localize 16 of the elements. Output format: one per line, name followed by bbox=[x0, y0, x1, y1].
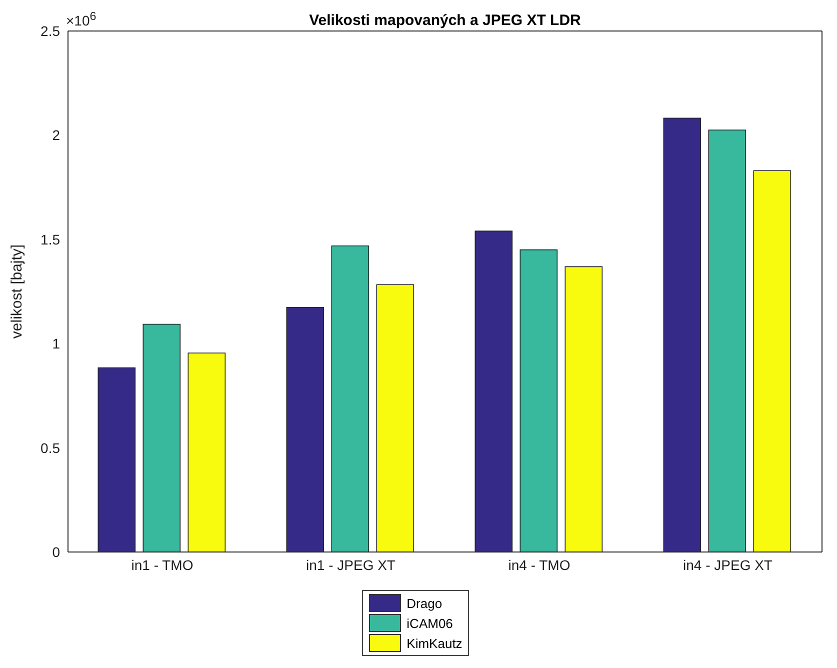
legend-label: KimKautz bbox=[406, 636, 462, 650]
y-axis-title: velikost [bajty] bbox=[8, 244, 26, 339]
y-tick-label: 1 bbox=[52, 336, 60, 352]
x-tick-label: in4 - JPEG XT bbox=[683, 556, 773, 573]
y-tick-label: 0.5 bbox=[40, 440, 60, 456]
y-tick-label: 0 bbox=[52, 544, 60, 560]
text: ×10$^{6}$ bbox=[66, 10, 96, 29]
y-tick-label: 2 bbox=[52, 127, 60, 144]
legend-label: iCAM06 bbox=[406, 616, 453, 630]
x-tick-label: in1 - JPEG XT bbox=[306, 556, 396, 573]
chart-title: Velikosti mapovaných a JPEG XT LDR bbox=[309, 12, 581, 29]
x-tick-label: in4 - TMO bbox=[508, 556, 570, 573]
y-tick-label: 2.5 bbox=[40, 22, 60, 39]
x-tick-label: in1 - TMO bbox=[131, 556, 194, 573]
legend-label: Drago bbox=[406, 596, 442, 610]
y-tick-label: 1.5 bbox=[40, 231, 60, 248]
